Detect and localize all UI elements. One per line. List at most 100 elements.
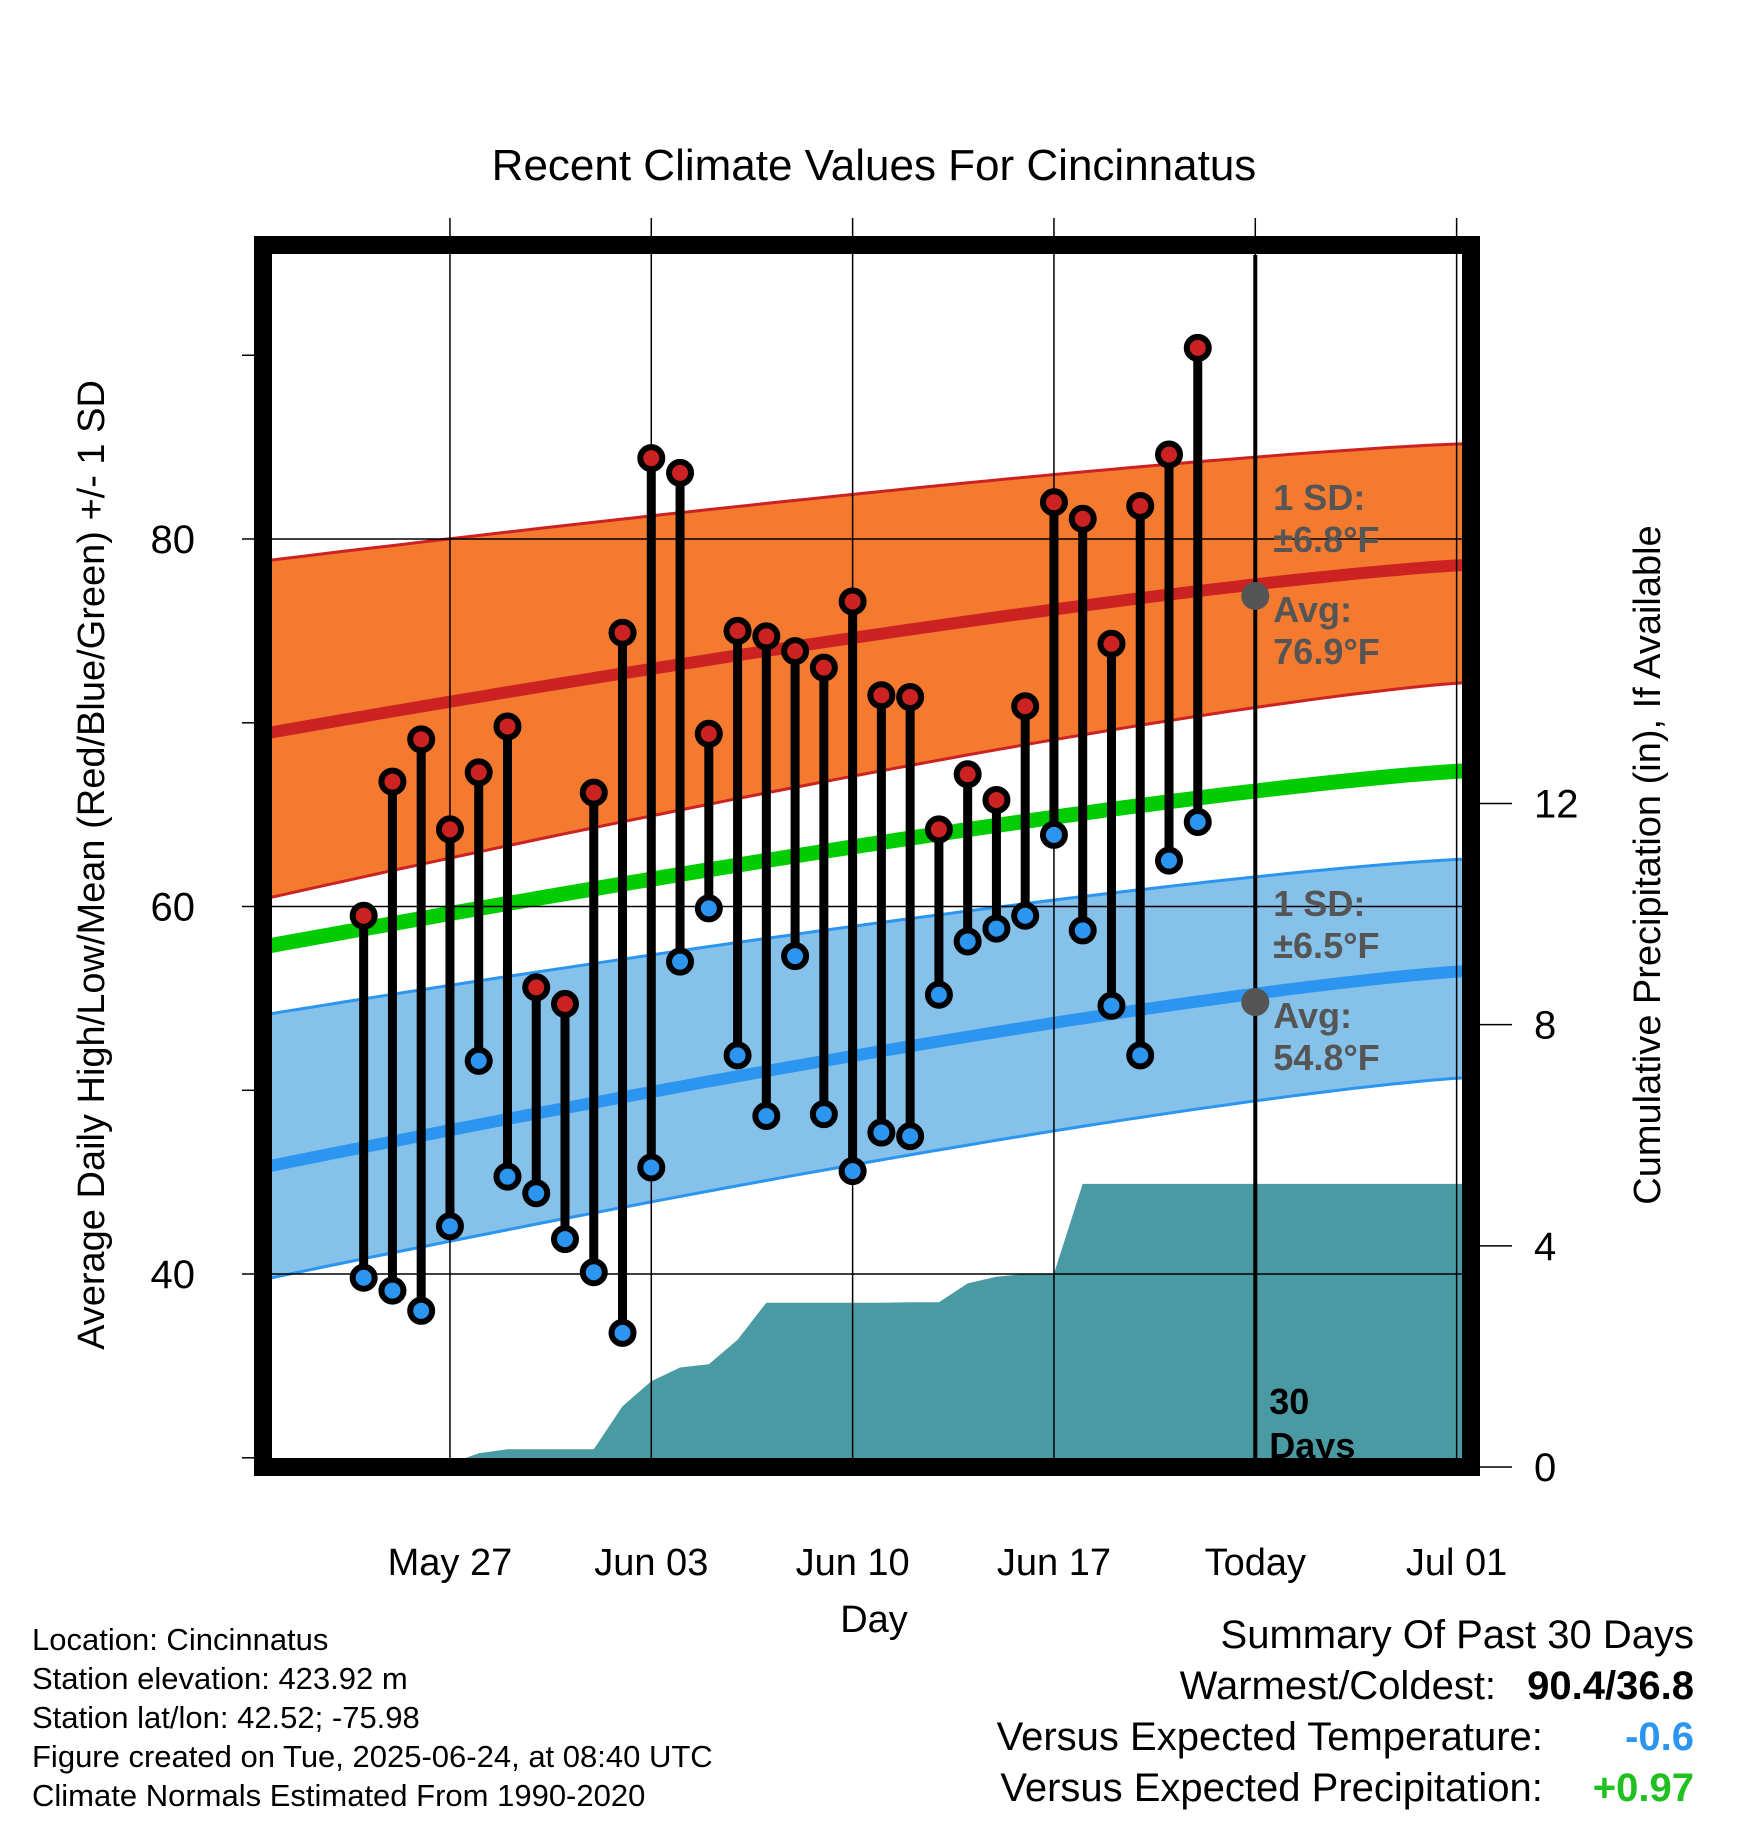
y2-tick-label: 12 (1534, 782, 1579, 826)
daily-low-point (953, 927, 982, 956)
daily-low-point (637, 1153, 666, 1182)
plot-frame (254, 236, 1480, 1476)
daily-high-point (637, 444, 666, 473)
mean-normal-line (263, 763, 1471, 955)
high-sd-upper-line (263, 442, 1471, 563)
daily-high-point (694, 719, 723, 748)
y2-tick-label: 0 (1534, 1446, 1556, 1490)
high-normal-line (263, 558, 1471, 740)
temp-label: Versus Expected Temperature: (996, 1715, 1543, 1759)
station-info: Location: Cincinnatus Station elevation:… (32, 1620, 713, 1815)
daily-high-point (953, 760, 982, 789)
precip-row: Versus Expected Precipitation: +0.97 (997, 1763, 1694, 1814)
low-normal-line (263, 964, 1471, 1174)
daily-low-point (1126, 1041, 1155, 1070)
daily-low-point (666, 947, 695, 976)
x-axis-label: Day (840, 1599, 908, 1641)
daily-low-point (1011, 901, 1040, 930)
high-sd-value: ±6.8°F (1273, 519, 1379, 560)
high-avg-label: Avg: (1273, 589, 1352, 630)
daily-high-point (522, 973, 551, 1002)
created-text: Figure created on Tue, 2025-06-24, at 08… (32, 1739, 713, 1774)
daily-low-point (1183, 808, 1212, 837)
daily-low-point (838, 1157, 867, 1186)
precip-label: Versus Expected Precipitation: (1000, 1766, 1543, 1810)
daily-high-point (924, 815, 953, 844)
daily-low-point (608, 1318, 637, 1347)
today-high-avg-marker (1241, 581, 1270, 610)
x-tick-label: Jul 01 (1406, 1542, 1507, 1584)
high-sd-lower-line (263, 680, 1471, 901)
y-tick-label: 80 (151, 518, 196, 562)
low-sd-value: ±6.5°F (1273, 925, 1379, 966)
y2-tick-label: 4 (1534, 1225, 1556, 1269)
daily-low-point (752, 1102, 781, 1131)
daily-low-point (896, 1122, 925, 1151)
low-sd-label: 1 SD: (1273, 883, 1365, 924)
daily-high-point (493, 712, 522, 741)
daily-low-point (493, 1162, 522, 1191)
elevation-text: Station elevation: 423.92 m (32, 1661, 408, 1696)
chart-title: Recent Climate Values For Cincinnatus (492, 141, 1257, 190)
daily-high-point (781, 637, 810, 666)
today-low-avg-marker (1241, 988, 1270, 1017)
x-tick-label: Jun 10 (796, 1542, 910, 1584)
x-tick-label: Today (1205, 1542, 1306, 1584)
daily-low-point (407, 1296, 436, 1325)
daily-high-point (579, 778, 608, 807)
daily-high-point (1126, 491, 1155, 520)
daily-low-point (435, 1212, 464, 1241)
daily-high-point (464, 758, 493, 787)
x-tick-label: May 27 (388, 1542, 513, 1584)
daily-high-point (1068, 504, 1097, 533)
daily-low-point (522, 1179, 551, 1208)
daily-high-point (982, 785, 1011, 814)
high-sd-label: 1 SD: (1273, 477, 1365, 518)
temp-row: Versus Expected Temperature: -0.6 (997, 1712, 1694, 1763)
normals-text: Climate Normals Estimated From 1990-2020 (32, 1778, 646, 1813)
daily-low-point (579, 1258, 608, 1287)
y2-axis-label: Cumulative Precipitation (in), If Availa… (1627, 525, 1669, 1204)
daily-high-point (435, 815, 464, 844)
daily-low-point (781, 942, 810, 971)
daily-low-point (551, 1225, 579, 1254)
daily-low-point (349, 1263, 378, 1292)
daily-low-point (694, 894, 723, 923)
daily-high-point (867, 681, 896, 710)
y-axis-label: Average Daily High/Low/Mean (Red/Blue/Gr… (71, 380, 113, 1350)
y-tick-label: 40 (151, 1253, 196, 1297)
daily-low-point (924, 980, 953, 1009)
low-sd-upper-line (263, 857, 1471, 1017)
daily-high-point (1183, 333, 1212, 362)
daily-low-point (464, 1046, 493, 1075)
daily-low-point (378, 1276, 407, 1305)
daily-high-point (838, 587, 867, 616)
daily-high-point (752, 622, 781, 651)
daily-high-point (896, 683, 925, 712)
daily-low-point (1097, 991, 1126, 1020)
daily-high-point (349, 901, 378, 930)
daily-high-point (608, 618, 637, 647)
low-sd-lower-line (263, 1075, 1471, 1282)
daily-high-point (1097, 629, 1126, 658)
daily-high-point (1011, 692, 1040, 721)
low-avg-value: 54.8°F (1273, 1037, 1379, 1078)
daily-low-point (1068, 916, 1097, 945)
high-avg-value: 76.9°F (1273, 631, 1379, 672)
daily-low-point (867, 1118, 896, 1147)
location-text: Location: Cincinnatus (32, 1622, 329, 1657)
daily-high-point (551, 989, 579, 1018)
precip-value: +0.97 (1592, 1766, 1694, 1810)
latlon-text: Station lat/lon: 42.52; -75.98 (32, 1700, 420, 1735)
warmest-row: Warmest/Coldest: 90.4/36.8 (997, 1661, 1694, 1712)
daily-low-point (1155, 846, 1183, 875)
summary-panel: Summary Of Past 30 Days Warmest/Coldest:… (997, 1610, 1694, 1814)
days-number-label: 30 (1269, 1381, 1309, 1422)
temp-value: -0.6 (1625, 1715, 1694, 1759)
y-tick-label: 60 (151, 886, 196, 930)
warmest-value: 90.4/36.8 (1527, 1664, 1694, 1708)
daily-low-point (723, 1041, 752, 1070)
daily-low-point (809, 1100, 838, 1129)
